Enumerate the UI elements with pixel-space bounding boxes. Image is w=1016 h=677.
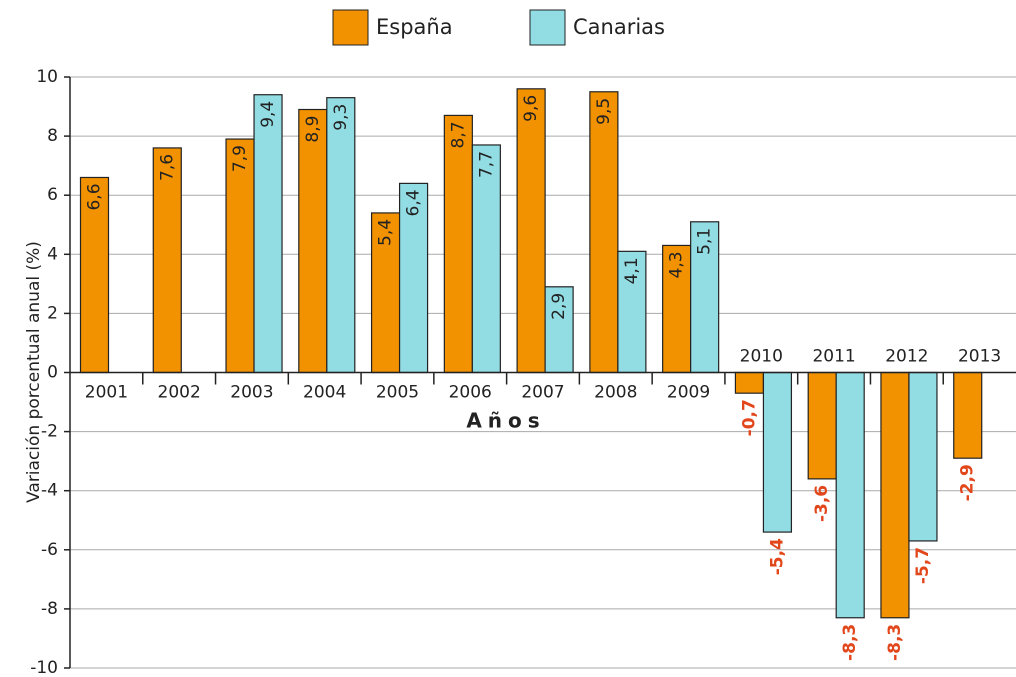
data-label: 7,7 xyxy=(476,151,496,178)
data-label: 9,5 xyxy=(594,98,614,125)
y-tick-label: -10 xyxy=(30,658,58,677)
legend-swatch xyxy=(332,9,369,46)
x-tick-label: 2006 xyxy=(449,383,492,403)
data-label: 7,9 xyxy=(230,145,250,172)
bar xyxy=(589,91,619,374)
y-tick-label: 10 xyxy=(36,67,58,87)
bar xyxy=(471,144,501,374)
x-tick-label: 2011 xyxy=(812,347,855,367)
data-label: -3,6 xyxy=(812,485,832,522)
x-tick-label: 2008 xyxy=(594,383,637,403)
bar xyxy=(835,371,865,619)
y-tick-label: -6 xyxy=(41,540,58,560)
data-label: 4,3 xyxy=(667,251,687,278)
data-label: -0,7 xyxy=(739,399,759,436)
x-tick-label: 2010 xyxy=(740,347,783,367)
data-label: 7,6 xyxy=(157,154,177,181)
x-tick-label: 2004 xyxy=(303,383,346,403)
bar xyxy=(953,371,983,459)
bar xyxy=(443,114,473,374)
bar xyxy=(662,244,692,374)
y-tick-label: 8 xyxy=(47,126,58,146)
bar xyxy=(79,176,110,374)
y-tick-label: 2 xyxy=(47,303,58,323)
bar xyxy=(908,371,938,542)
data-label: -8,3 xyxy=(885,624,905,661)
data-label: -5,7 xyxy=(913,547,933,584)
y-axis-title: Variación porcentual anual (%) xyxy=(24,241,44,503)
bar xyxy=(617,250,647,374)
y-tick-label: 6 xyxy=(47,185,58,205)
legend-label: Canarias xyxy=(573,15,665,39)
bar xyxy=(298,108,328,374)
y-tick-label: -4 xyxy=(41,481,58,501)
data-label: -8,3 xyxy=(840,624,860,661)
data-label: 9,6 xyxy=(521,95,541,122)
data-label: -2,9 xyxy=(958,464,978,501)
y-tick-label: -8 xyxy=(41,599,58,619)
bar xyxy=(326,97,356,374)
x-tick-label: 2007 xyxy=(521,383,564,403)
data-label: -5,4 xyxy=(767,538,787,575)
bar xyxy=(880,371,910,619)
bar xyxy=(253,94,283,374)
bar xyxy=(734,371,765,394)
y-tick-label: 0 xyxy=(47,363,58,383)
bar xyxy=(152,147,182,374)
bar xyxy=(370,212,401,374)
x-tick-label: 2001 xyxy=(85,383,128,403)
data-label: 5,1 xyxy=(695,228,715,255)
y-tick-label: -2 xyxy=(41,422,58,442)
data-label: 6,4 xyxy=(404,189,424,216)
data-label: 4,1 xyxy=(622,257,642,284)
legend-label: España xyxy=(376,15,453,39)
x-tick-label: 2005 xyxy=(376,383,419,403)
data-label: 6,6 xyxy=(85,183,105,210)
x-tick-label: 2002 xyxy=(158,383,201,403)
data-label: 9,4 xyxy=(258,101,278,128)
bar xyxy=(225,138,255,374)
x-axis-title: Años xyxy=(466,409,545,433)
x-tick-label: 2009 xyxy=(667,383,710,403)
x-tick-label: 2013 xyxy=(958,347,1001,367)
bar xyxy=(762,371,793,533)
bar xyxy=(516,88,546,374)
data-label: 8,9 xyxy=(303,116,323,143)
data-label: 9,3 xyxy=(331,104,351,131)
data-label: 2,9 xyxy=(549,293,569,320)
data-label: 8,7 xyxy=(448,121,468,148)
x-tick-label: 2003 xyxy=(230,383,273,403)
bar xyxy=(807,371,837,480)
legend-swatch xyxy=(529,9,566,46)
x-tick-label: 2012 xyxy=(885,347,928,367)
bar xyxy=(544,286,574,374)
data-label: 5,4 xyxy=(376,219,396,246)
y-tick-label: 4 xyxy=(47,244,58,264)
